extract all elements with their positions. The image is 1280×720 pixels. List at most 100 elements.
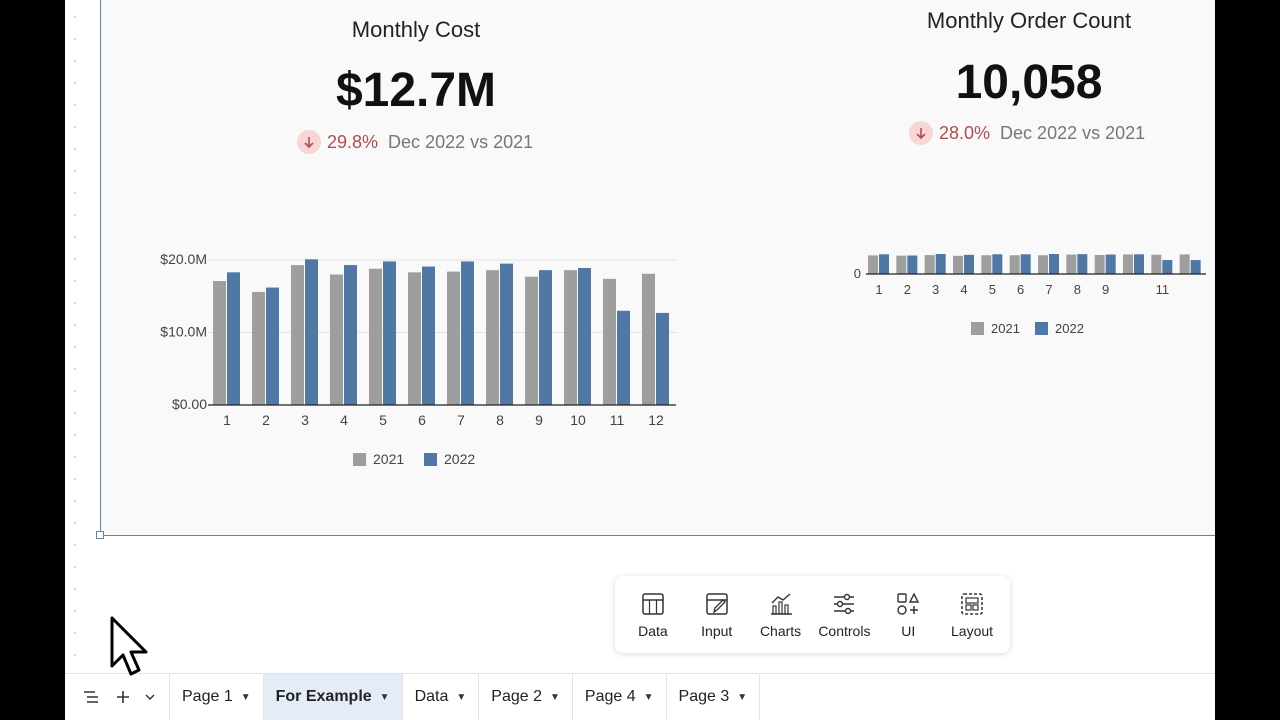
bar-2021-6 [1009,255,1020,274]
tab-page-3[interactable]: Page 3 ▼ [667,674,761,720]
bar-2022-2 [907,255,918,274]
bar-2021-4 [330,274,343,405]
tab-label: For Example [275,688,372,705]
bar-2022-9 [1105,254,1116,274]
frame-resize-handle[interactable] [96,531,104,539]
kpi-orders-comparison: Dec 2022 vs 2021 [1000,122,1146,143]
bar-2021-10 [1123,254,1133,274]
bar-2022-8 [500,263,513,405]
bar-2021-6 [408,272,421,405]
x-tick-label: 7 [457,412,465,428]
x-tick-label: 8 [1074,282,1081,297]
tab-page-1[interactable]: Page 1 ▼ [169,674,264,720]
tab-label: Page 2 [491,688,542,705]
x-tick-label: 8 [496,412,504,428]
kpi-orders-delta: 28.0% Dec 2022 vs 2021 [909,121,1145,145]
plus-icon [117,691,129,703]
caret-down-icon[interactable]: ▼ [549,691,560,703]
chevron-down-icon [145,694,155,700]
list-icon [84,691,98,703]
tab-page-4[interactable]: Page 4 ▼ [573,674,667,720]
input-tool-button[interactable]: Input [686,591,748,639]
bar-2021-2 [252,291,265,405]
arrow-down-icon [909,121,933,145]
legend-label-2021: 2021 [991,321,1020,336]
layout-tool-label: Layout [951,622,994,639]
add-page-button[interactable] [107,674,139,720]
tab-for-example[interactable]: For Example ▼ [263,674,403,720]
x-tick-label: 12 [648,412,664,428]
ui-tool-label: UI [901,622,916,639]
y-tick-label: $20.0M [160,251,207,267]
bar-2021-7 [1038,255,1048,274]
bar-2021-11 [603,278,616,405]
caret-down-icon[interactable]: ▼ [643,691,654,703]
bar-2021-9 [525,276,538,405]
caret-down-icon[interactable]: ▼ [379,691,390,703]
x-tick-label: 2 [904,282,911,297]
arrow-down-icon [297,130,321,154]
mouse-pointer-icon [110,616,148,676]
bar-2022-12 [656,312,669,405]
right-letterbox [1215,0,1280,720]
tab-label: Page 3 [678,688,730,705]
bar-2021-7 [447,271,460,405]
bar-2022-6 [1020,254,1031,274]
bar-2022-6 [422,266,435,405]
caret-down-icon[interactable]: ▼ [737,691,748,703]
bar-2022-7 [461,261,474,405]
legend-swatch-2022 [424,453,437,466]
x-tick-label: 6 [418,412,426,428]
tab-label: Page 4 [584,688,636,705]
sliders-icon [834,593,855,614]
x-tick-label: 2 [262,412,270,428]
monthly-order-chart[interactable]: 01 2 3 4 5 6 7 8 9 11 2021 2022 [840,240,1210,350]
x-tick-label: 4 [340,412,348,428]
data-tool-label: Data [638,622,668,639]
charts-tool-label: Charts [759,622,802,639]
bar-2021-8 [486,270,499,405]
page-list-button[interactable] [75,674,107,720]
kpi-orders-title: Monthly Order Count [926,8,1132,33]
kpi-orders-delta-pct: 28.0% [939,122,991,143]
bar-2022-4 [344,265,357,405]
input-tool-label: Input [701,622,733,639]
data-tool-button[interactable]: Data [622,591,684,639]
caret-down-icon[interactable]: ▼ [240,691,251,703]
bar-2021-3 [291,265,304,405]
kpi-orders-value: 10,058 [955,56,1103,109]
bar-2022-3 [935,254,946,274]
chart-icon [770,592,792,615]
bar-2021-5 [369,268,382,405]
x-tick-label: 4 [960,282,967,297]
bar-2022-10 [1134,254,1144,274]
y-tick-label: 0 [854,266,861,281]
legend-swatch-2021 [353,453,366,466]
charts-tool-button[interactable]: Charts [750,591,812,639]
tab-page-2[interactable]: Page 2 ▼ [479,674,573,720]
table-icon [642,592,664,615]
bar-2021-1 [868,255,878,274]
bar-2021-5 [981,255,992,274]
layout-tool-button[interactable]: Layout [941,591,1003,639]
bar-2022-3 [305,259,318,405]
tab-data[interactable]: Data ▼ [403,674,480,720]
left-letterbox [0,0,65,720]
caret-down-icon[interactable]: ▼ [456,691,467,703]
ui-tool-button[interactable]: UI [877,591,939,639]
x-tick-label: 10 [570,412,586,428]
bar-2021-12 [642,273,655,405]
controls-tool-label: Controls [818,622,871,639]
bar-2021-1 [213,281,226,405]
controls-tool-button[interactable]: Controls [813,591,875,639]
bar-2021-4 [953,255,963,274]
bar-2022-4 [964,254,974,274]
canvas-workspace[interactable] [65,0,1215,673]
shapes-icon [897,591,920,615]
add-page-menu-button[interactable] [139,674,161,720]
kpi-cost-title: Monthly Cost [351,17,481,42]
legend-swatch-2022 [1035,322,1048,335]
kpi-cost-delta-pct: 29.8% [327,131,379,152]
